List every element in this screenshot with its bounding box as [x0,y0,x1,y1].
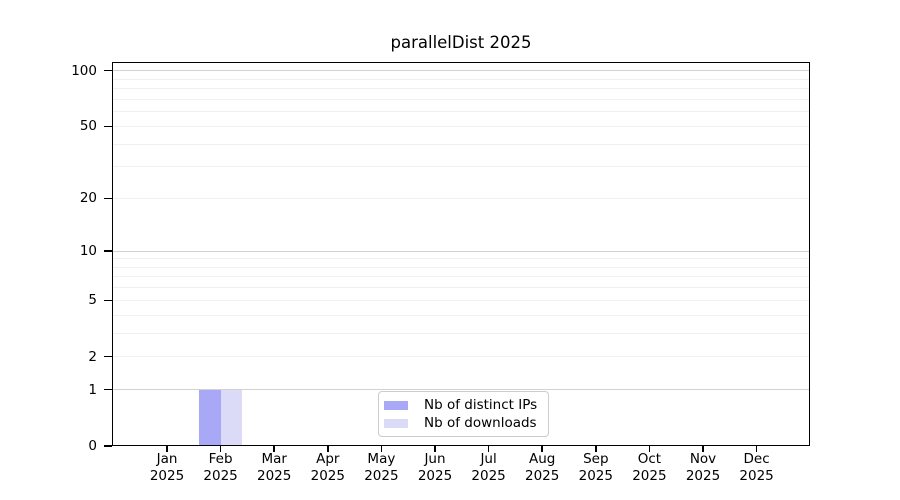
y-tick-label: 10 [79,243,97,259]
y-gridline-major [112,250,810,252]
y-tick [104,445,112,447]
y-tick-label: 100 [71,62,97,79]
y-tick-label: 2 [88,348,97,365]
x-tick-label-month: Sep [583,451,609,467]
y-gridline-minor [112,88,810,90]
legend-entry-downloads: Nb of downloads [384,414,540,432]
x-tick-label-month: Mar [261,451,287,467]
x-tick [434,446,436,452]
y-tick [104,299,112,302]
x-tick-label-year: 2025 [471,468,506,484]
x-tick-label: Sep 2025 [564,451,628,485]
x-tick-label: Oct 2025 [617,451,681,485]
x-tick-label: Mar 2025 [242,451,306,485]
legend-label-downloads: Nb of downloads [424,415,537,431]
x-tick-label-year: 2025 [149,468,185,484]
x-tick-label-year: 2025 [364,468,399,484]
y-tick-label: 50 [79,118,97,135]
y-tick-label: 0 [88,438,97,454]
x-tick [166,446,168,452]
x-tick-label-month: Dec [743,451,770,467]
legend-label-distinct-ips: Nb of distinct IPs [424,397,538,413]
plot-area [112,62,810,446]
y-gridline-minor [112,356,810,358]
x-tick [541,446,543,452]
y-gridline-minor [112,78,810,80]
x-tick [487,446,490,452]
x-tick-label: May 2025 [349,451,413,485]
x-tick-label-year: 2025 [310,468,345,484]
y-gridline-major [112,389,810,391]
x-tick [273,446,275,452]
y-tick [104,69,112,72]
x-tick [755,446,758,452]
x-tick-label-month: Jul [480,451,497,467]
x-tick-label: Jan 2025 [135,451,199,485]
y-gridline-minor [112,276,810,278]
x-tick [327,446,329,452]
y-gridline-minor [112,98,810,100]
x-tick-label-month: Jun [424,451,446,467]
x-tick-label-month: Nov [689,451,717,467]
x-tick-label: Apr 2025 [296,451,360,485]
y-gridline-minor [112,299,810,301]
x-tick [648,446,651,452]
x-tick-label-month: Oct [637,451,662,467]
x-tick [380,446,383,452]
y-gridline-major [112,70,810,72]
x-tick-label-month: Apr [316,451,340,467]
x-tick-label: Jul 2025 [457,451,521,485]
y-gridline-minor [112,266,810,268]
y-gridline-minor [112,314,810,316]
x-tick-label-year: 2025 [739,468,774,484]
x-tick-label-year: 2025 [417,468,453,484]
y-tick-label: 1 [88,381,97,398]
x-tick-label-year: 2025 [578,468,613,484]
x-tick [595,446,597,452]
x-tick-label: Feb 2025 [189,451,253,485]
x-tick-label-year: 2025 [632,468,667,484]
x-tick [702,446,704,452]
x-tick-label-month: May [367,451,396,467]
y-tick [104,250,112,252]
legend-swatch-distinct-ips-icon [384,400,408,410]
legend: Nb of distinct IPs Nb of downloads [378,391,549,437]
x-tick-label: Aug 2025 [510,451,574,485]
y-gridline-minor [112,111,810,113]
y-tick [104,197,112,200]
y-gridline-minor [112,143,810,145]
bar-downloads [220,389,243,446]
bar-distinct-ips [199,389,221,446]
x-tick [219,446,222,452]
x-tick-label-month: Jan [156,451,178,467]
x-tick-label: Jun 2025 [403,451,467,485]
y-gridline-minor [112,287,810,289]
y-tick-label: 20 [79,190,97,207]
legend-entry-distinct-ips: Nb of distinct IPs [384,396,540,414]
x-tick-label-year: 2025 [257,468,292,484]
y-gridline-minor [112,166,810,168]
y-tick [104,388,112,391]
chart-title: parallelDist 2025 [390,33,532,52]
y-tick [104,125,112,127]
y-gridline-minor [112,197,810,199]
legend-swatch-downloads-icon [384,418,408,428]
y-tick-label: 5 [88,292,97,309]
x-tick-label-month: Aug [529,451,556,467]
x-tick-label-year: 2025 [203,468,238,484]
x-tick-label: Nov 2025 [671,451,735,485]
x-tick-label-month: Feb [208,451,233,467]
x-tick-label-year: 2025 [685,468,721,484]
x-tick-label-year: 2025 [525,468,560,484]
y-tick [104,355,112,358]
y-gridline-minor [112,258,810,260]
y-gridline-minor [112,332,810,334]
x-tick-label: Dec 2025 [725,451,789,485]
y-gridline-minor [112,125,810,127]
